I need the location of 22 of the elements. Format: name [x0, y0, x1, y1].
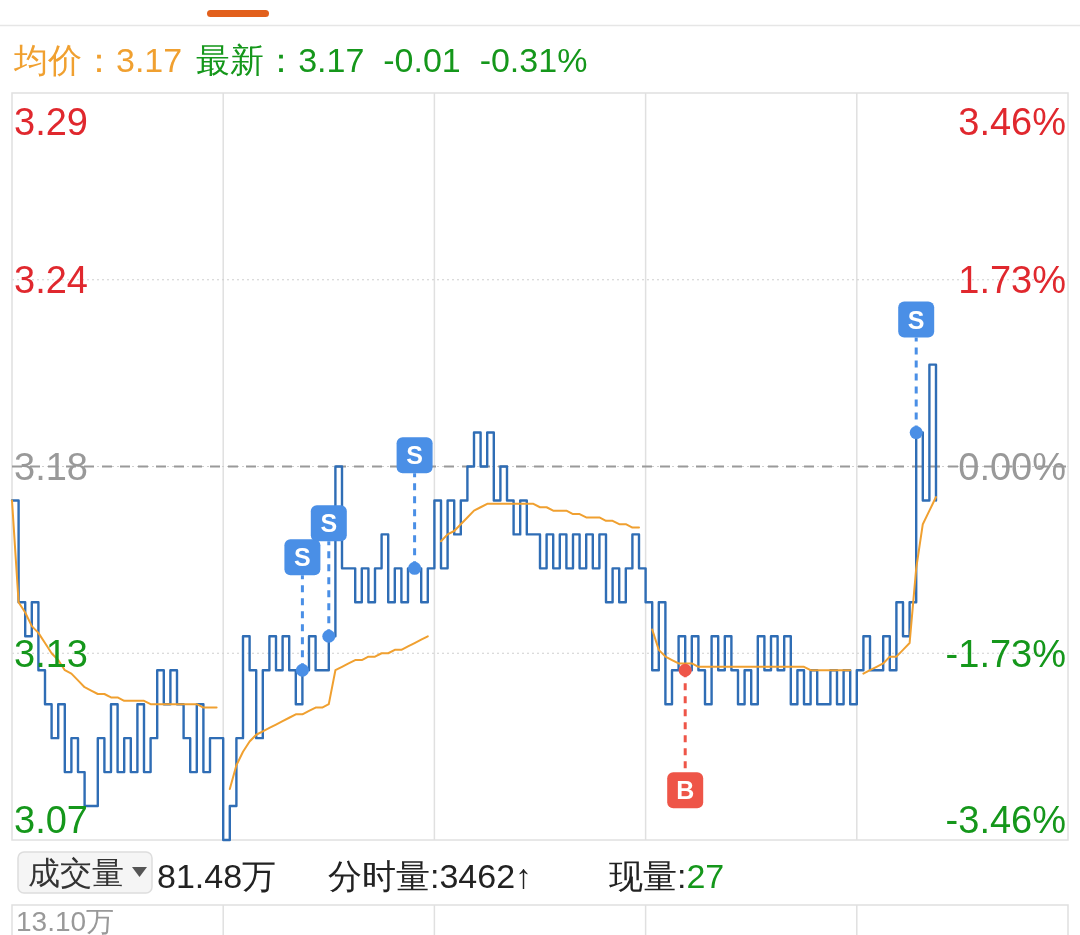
y2-tick-label: -3.46% [945, 799, 1066, 841]
badge-label: S [320, 509, 338, 538]
y2-tick-label: 1.73% [958, 259, 1066, 302]
annotation: 81.48万 [157, 857, 277, 895]
annotation: 分时量:3462↑ [328, 857, 533, 895]
badge-label: S [406, 441, 423, 470]
annotation: 13.10万 [16, 906, 115, 935]
badge-label: S [907, 305, 925, 334]
y-tick-label: 3.29 [14, 101, 88, 143]
y-tick-label: 3.07 [14, 799, 88, 841]
y2-tick-label: 0.00% [958, 446, 1066, 488]
badge-label: S [294, 543, 311, 572]
y-tick-label: 3.24 [14, 259, 88, 302]
annotation: 均价：3.17 [14, 41, 183, 79]
annotation: 27 [686, 857, 725, 895]
annotation: 成交量 [28, 855, 124, 891]
annotation: 最新：3.17 -0.01 -0.31% [196, 41, 588, 79]
y-tick-label: 3.18 [14, 446, 88, 488]
annotation: 现量: [609, 857, 687, 895]
y2-tick-label: 3.46% [958, 101, 1066, 143]
y2-tick-label: -1.73% [945, 632, 1066, 675]
badge-label: B [676, 776, 695, 805]
